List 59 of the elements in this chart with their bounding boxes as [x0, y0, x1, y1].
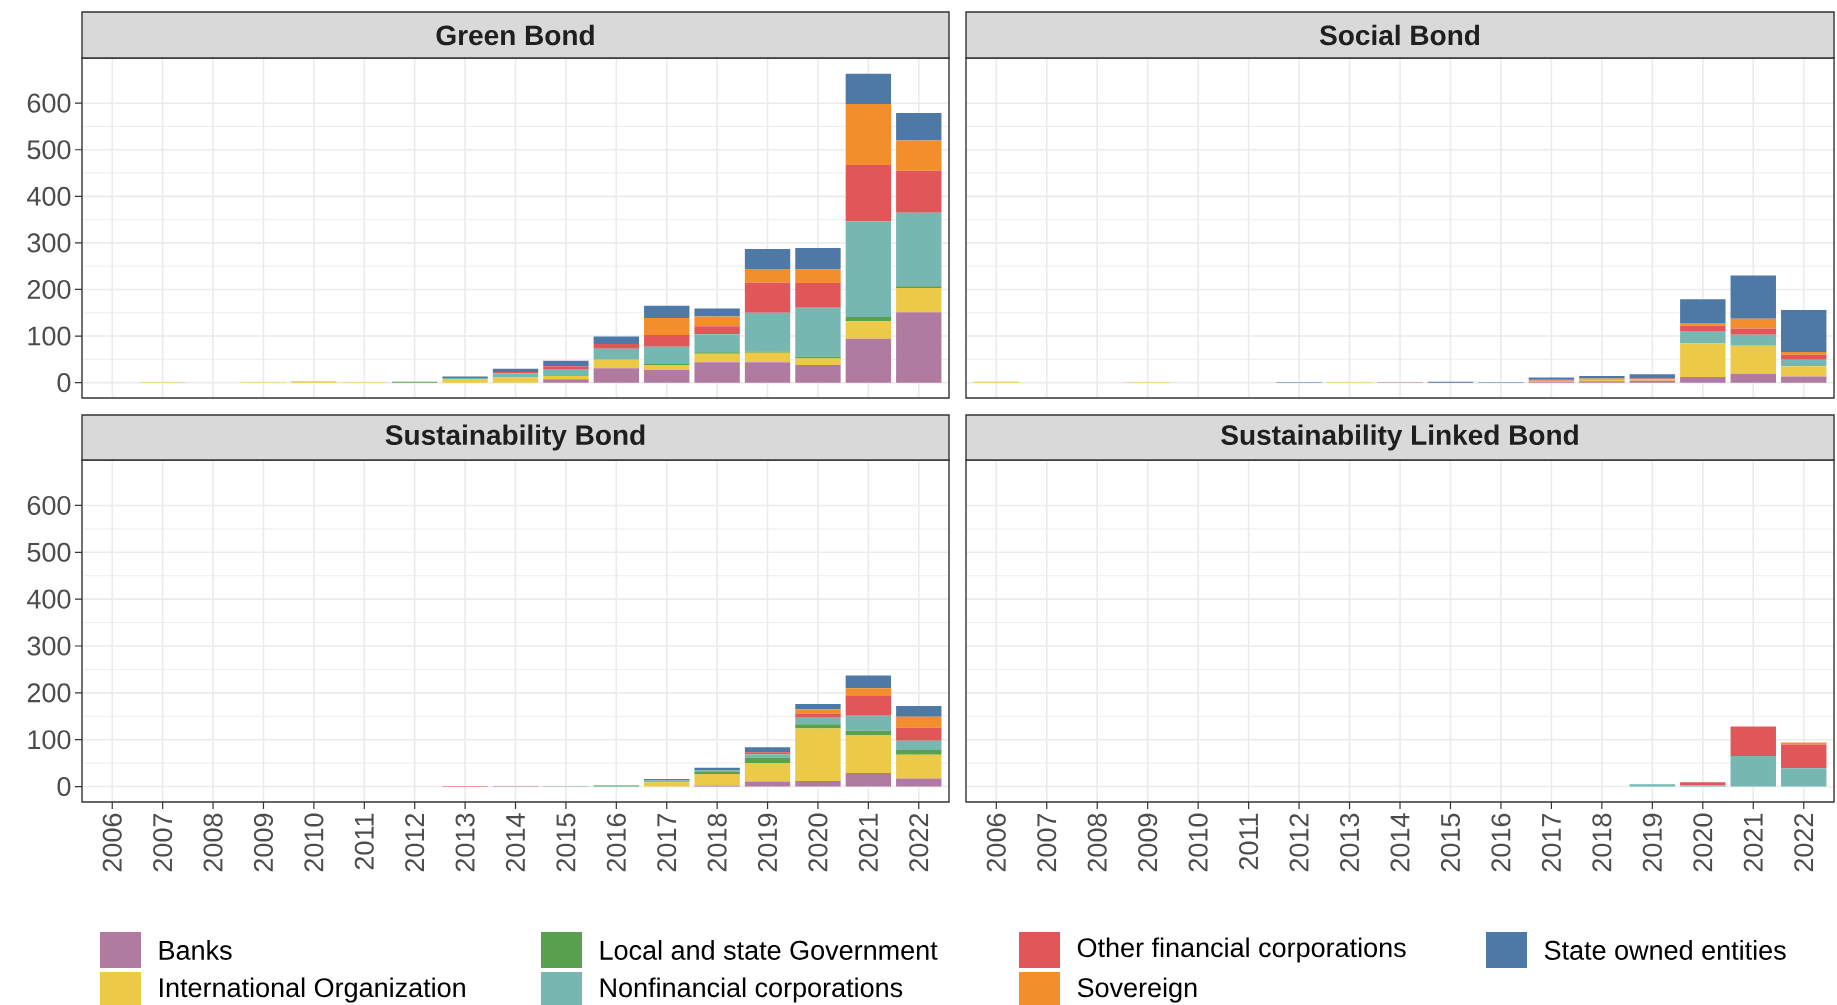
x-tick-label: 2017: [657, 813, 677, 872]
y-tick-label: 0: [57, 776, 71, 797]
x-tick-label: 2006: [986, 813, 1006, 872]
x-tick-label: 2018: [707, 813, 727, 872]
y-tick-label: 600: [27, 93, 71, 113]
y-tick-label: 200: [27, 279, 71, 300]
x-tick-label: 2018: [1592, 813, 1612, 872]
x-tick-label: 2010: [304, 813, 324, 872]
x-tick-label: 2021: [1743, 813, 1763, 872]
x-tick-label: 2007: [153, 813, 173, 872]
x-tick-label: 2014: [505, 813, 526, 872]
y-tick-label: 300: [27, 233, 71, 253]
x-tick-label: 2008: [203, 813, 223, 872]
x-tick-label: 2008: [1087, 813, 1107, 872]
x-tick-label: 2020: [1693, 813, 1713, 872]
legend-label: International Organization: [160, 977, 465, 1003]
x-tick-label: 2007: [1037, 813, 1057, 872]
y-tick-label: 400: [27, 589, 71, 609]
y-tick-label: 100: [28, 326, 71, 346]
y-tick-label: 600: [27, 495, 71, 515]
x-tick-label: 2013: [1339, 813, 1360, 872]
x-tick-label: 2016: [1491, 813, 1511, 872]
x-tick-label: 2015: [556, 813, 576, 872]
legend-label: Other financial corporations: [1077, 937, 1406, 963]
legend-label: Sovereign: [1077, 977, 1197, 1003]
legend-label: Nonfinancial corporations: [600, 977, 903, 1003]
x-tick-label: 2010: [1188, 813, 1208, 872]
x-tick-label: 2022: [909, 813, 929, 872]
chart-title: Social Bond: [1319, 24, 1480, 46]
x-tick-label: 2021: [858, 813, 878, 872]
y-tick-label: 100: [28, 730, 71, 750]
chart-title: Sustainability Linked Bond: [1221, 424, 1578, 451]
x-tick-label: 2017: [1541, 813, 1561, 872]
y-tick-label: 500: [27, 140, 71, 160]
x-tick-label: 2015: [1440, 813, 1461, 872]
x-tick-label: 2009: [1138, 813, 1158, 872]
y-tick-label: 400: [27, 186, 71, 206]
y-tick-label: 300: [27, 636, 71, 656]
legend-label: Banks: [159, 940, 232, 960]
x-tick-label: 2022: [1794, 813, 1814, 872]
x-tick-label: 2012: [405, 813, 425, 872]
x-tick-label: 2019: [1642, 813, 1662, 872]
chart-title: Sustainability Bond: [385, 424, 645, 451]
x-tick-label: 2020: [808, 813, 828, 872]
x-tick-label: 2009: [253, 813, 274, 872]
x-tick-label: 2019: [757, 813, 778, 872]
legend-label: Local and state Government: [600, 940, 938, 960]
x-tick-label: 2012: [1289, 813, 1309, 872]
x-tick-label: 2011: [354, 813, 374, 870]
x-tick-label: 2006: [102, 813, 122, 872]
chart-title: Green Bond: [436, 24, 594, 46]
legend-label: State owned entities: [1544, 940, 1786, 960]
y-tick-label: 0: [57, 373, 71, 393]
x-tick-label: 2016: [606, 813, 626, 872]
y-tick-label: 200: [27, 683, 71, 703]
x-tick-label: 2014: [1390, 813, 1410, 872]
x-tick-label: 2011: [1239, 813, 1259, 870]
y-tick-label: 500: [27, 542, 71, 562]
x-tick-label: 2013: [455, 813, 475, 872]
